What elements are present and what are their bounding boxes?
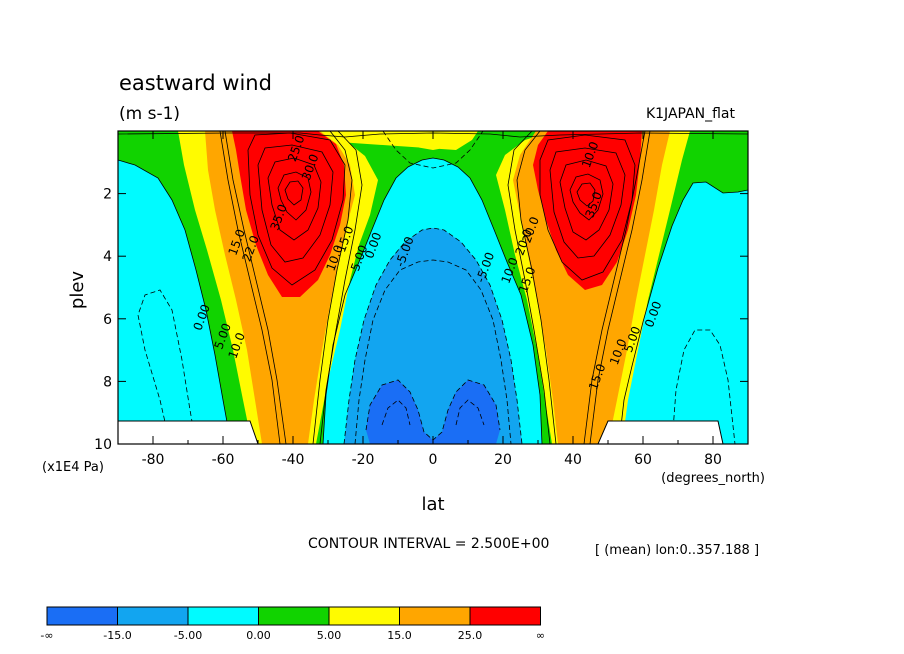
colorbar-swatch <box>469 606 541 626</box>
y-axis-units: (x1E4 Pa) <box>42 460 104 475</box>
x-tick-label: -80 <box>142 452 165 468</box>
missing-data-right <box>597 420 724 444</box>
y-tick-label: 8 <box>103 374 112 390</box>
colorbar-swatch <box>258 606 330 626</box>
colorbar-label: -∞ <box>40 629 53 642</box>
x-axis-label: lat <box>421 494 444 515</box>
chart-subtitle: (m s-1) <box>119 104 180 124</box>
y-axis: 2 4 6 8 10 <box>94 187 748 453</box>
x-tick-label: -20 <box>352 452 375 468</box>
colorbar-label: 0.00 <box>246 629 271 642</box>
x-tick-label: 20 <box>494 452 512 468</box>
y-tick-label: 4 <box>103 249 112 265</box>
colorbar-swatch <box>399 606 471 626</box>
x-tick-label: 60 <box>634 452 652 468</box>
colorbar-label: 5.00 <box>317 629 342 642</box>
x-tick-label: 0 <box>429 452 438 468</box>
contour-lines <box>118 131 748 444</box>
x-tick-label: -40 <box>282 452 305 468</box>
colorbar-swatch <box>187 606 259 626</box>
x-tick-label: 40 <box>564 452 582 468</box>
band-below-minus15 <box>366 380 500 444</box>
x-axis: -80 -60 -40 -20 0 20 40 60 80 <box>117 131 749 468</box>
contour-field: 35.030.025.015.010.0 5.000.00 -5.0022.015.… <box>118 131 748 444</box>
contour-interval: CONTOUR INTERVAL = 2.500E+00 <box>308 536 549 552</box>
colorbar-swatch <box>328 606 400 626</box>
colorbar: -∞ -15.0 -5.00 0.00 5.00 15.0 25.0 ∞ <box>40 606 545 642</box>
colorbar-label: ∞ <box>536 629 545 642</box>
x-axis-units: (degrees_north) <box>661 471 765 486</box>
colorbar-label: -15.0 <box>103 629 131 642</box>
colorbar-swatch <box>46 606 118 626</box>
mean-note: [ (mean) lon:0..357.188 ] <box>595 543 759 558</box>
band-above-25 <box>232 131 642 297</box>
x-tick-label: 80 <box>704 452 722 468</box>
colorbar-label: -5.00 <box>174 629 202 642</box>
y-tick-label: 2 <box>103 187 112 203</box>
colorbar-swatch <box>117 606 189 626</box>
chart-title: eastward wind <box>119 71 272 95</box>
colorbar-label: 15.0 <box>387 629 412 642</box>
y-tick-label: 10 <box>94 437 112 453</box>
y-tick-label: 6 <box>103 312 112 328</box>
x-tick-label: -60 <box>212 452 235 468</box>
dataset-name: K1JAPAN_flat <box>646 106 736 122</box>
y-axis-label: plev <box>67 271 88 310</box>
colorbar-label: 25.0 <box>458 629 483 642</box>
